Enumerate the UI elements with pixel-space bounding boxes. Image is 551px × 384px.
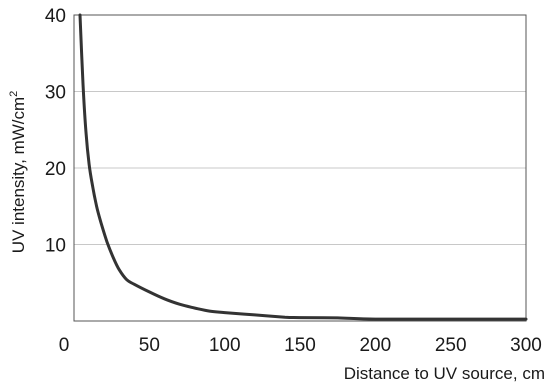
y-axis-label-text: UV intensity, mW/cm (9, 97, 28, 253)
y-tick-label: 20 (45, 159, 66, 180)
y-tick-label: 30 (45, 83, 66, 104)
y-tick-label: 40 (45, 6, 66, 27)
x-axis-label: Distance to UV source, cm (344, 364, 545, 383)
x-tick-label: 150 (284, 335, 316, 356)
uv-intensity-series-line (78, 13, 528, 321)
x-tick-label: 300 (510, 335, 542, 356)
y-tick-labels: 10 20 30 40 (45, 6, 66, 257)
x-tick-label: 50 (139, 335, 160, 356)
y-axis-label-superscript: 2 (8, 91, 20, 97)
x-tick-labels: 0 50 100 150 200 250 300 (59, 335, 542, 356)
x-tick-label: 0 (59, 335, 70, 356)
grid-lines (74, 91, 526, 245)
x-tick-label: 200 (359, 335, 391, 356)
y-axis-label: UV intensity, mW/cm2 (8, 91, 28, 254)
x-tick-label: 100 (209, 335, 241, 356)
y-tick-label: 10 (45, 236, 66, 257)
plot-frame (73, 14, 527, 322)
x-tick-label: 250 (435, 335, 467, 356)
